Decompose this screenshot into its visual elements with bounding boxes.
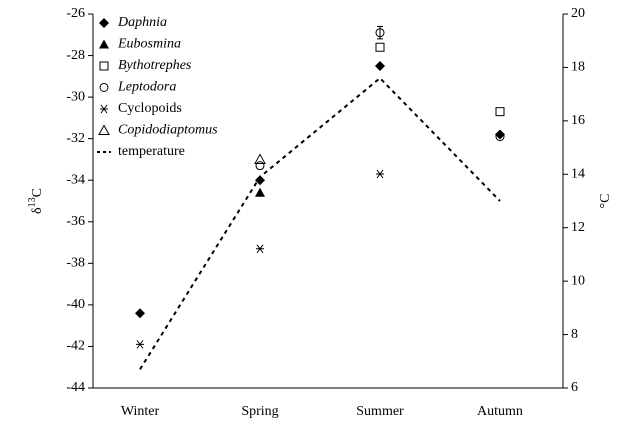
x-tick-label: Summer: [356, 404, 404, 419]
point: [254, 153, 266, 164]
legend-label: Daphnia: [117, 15, 167, 30]
point: [495, 132, 505, 142]
y-tick-label: -36: [66, 214, 85, 229]
point: [376, 169, 384, 179]
point: [135, 308, 145, 319]
y-label-part: δ: [30, 207, 45, 214]
x-tick-label: Autumn: [477, 404, 523, 419]
legend-label: Copidodiaptomus: [118, 123, 218, 138]
point: [136, 340, 144, 349]
y-tick-label: -44: [66, 380, 85, 395]
point: [255, 175, 265, 186]
x-tick-label: Winter: [121, 404, 160, 419]
point: [255, 161, 265, 171]
temperature-line: [139, 76, 501, 370]
point: [375, 42, 385, 52]
y-label-part: C: [30, 188, 45, 197]
y-tick-label: -28: [66, 48, 85, 63]
y-tick-label: -32: [66, 131, 85, 146]
legend-label: Cyclopoids: [118, 101, 182, 116]
legend-label: Eubosmina: [117, 37, 181, 52]
y-tick-label: -26: [66, 6, 85, 21]
y2-tick-label: 16: [571, 113, 585, 128]
legend-label: Leptodora: [117, 80, 176, 95]
y-axis-label: δ13C: [27, 188, 45, 214]
legend-swatch: [98, 124, 110, 135]
x-tick-label: Spring: [241, 404, 278, 419]
point: [256, 244, 264, 254]
point: [375, 60, 385, 71]
y2-tick-label: 8: [571, 327, 578, 342]
y2-tick-label: 10: [571, 273, 585, 288]
point: [495, 107, 505, 117]
y2-tick-label: 20: [571, 6, 585, 21]
y-label-sup: 13: [27, 197, 38, 207]
point: [255, 187, 265, 197]
y2-axis-label: °C: [598, 194, 613, 209]
y2-tick-label: 6: [571, 380, 578, 395]
y-tick-label: -40: [66, 297, 85, 312]
legend-swatch: [99, 83, 109, 92]
legend-swatch: [99, 39, 109, 49]
y-tick-label: -34: [66, 172, 85, 187]
y-tick-label: -38: [66, 256, 85, 271]
y2-tick-label: 14: [571, 167, 585, 182]
legend-swatch: [100, 104, 108, 114]
legend-swatch: [99, 18, 109, 28]
point: [375, 28, 385, 38]
y2-tick-label: 18: [571, 60, 585, 75]
point: [495, 129, 505, 140]
y2-tick-label: 12: [571, 220, 585, 235]
y-tick-label: -30: [66, 89, 85, 104]
y-tick-label: -42: [66, 339, 85, 354]
legend-swatch: [99, 61, 109, 71]
legend-label: Bythotrephes: [118, 58, 192, 73]
legend-label: temperature: [118, 144, 185, 159]
